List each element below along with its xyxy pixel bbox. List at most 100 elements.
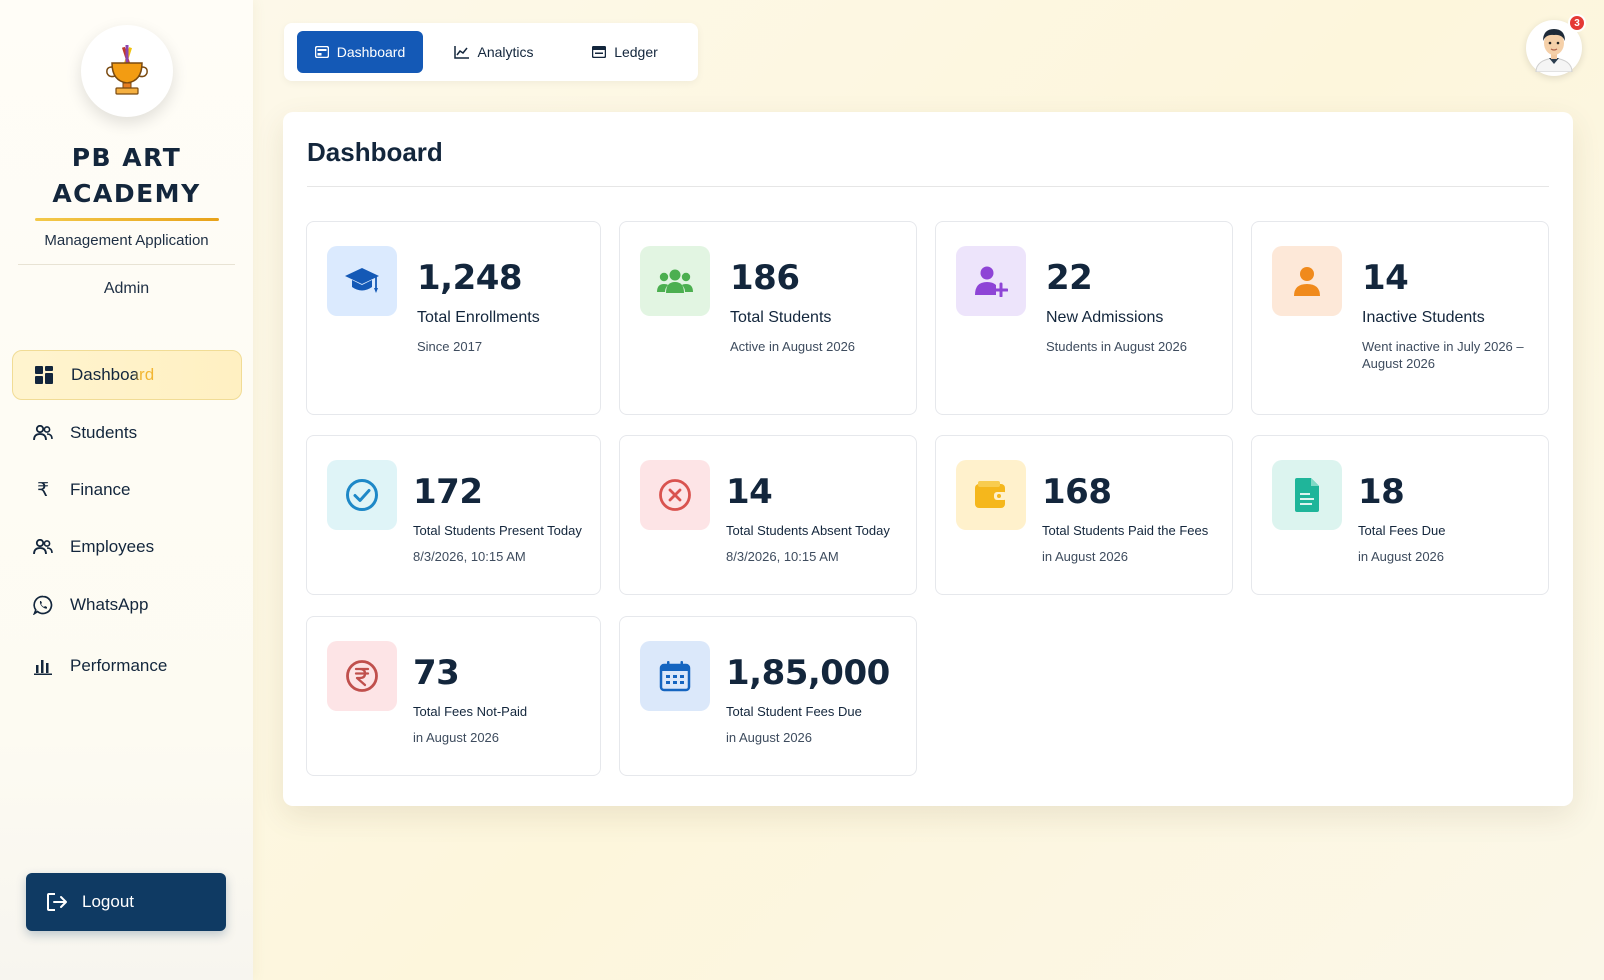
stat-subtext: 8/3/2026, 10:15 AM	[413, 549, 526, 564]
stat-subtext: Active in August 2026	[730, 339, 856, 354]
stat-label: Inactive Students	[1362, 309, 1485, 326]
brand-name: PB ART ACADEMY	[0, 140, 253, 212]
stat-subtext: in August 2026	[726, 730, 813, 745]
icon-box	[327, 246, 397, 316]
stat-card-new-admissions[interactable]: 22 New Admissions Students in August 202…	[935, 221, 1233, 415]
icon-box	[956, 460, 1026, 530]
stat-value: 168	[1042, 472, 1112, 512]
sidebar-item-label: Performance	[70, 656, 168, 675]
stat-card-fees-due[interactable]: 18 Total Fees Due in August 2026	[1251, 435, 1549, 595]
stat-subtext: Went inactive in July 2026 – August 2026	[1362, 339, 1524, 371]
stat-value: 1,85,000	[726, 653, 890, 693]
group-icon	[657, 269, 693, 293]
top-tab-bar: Dashboard Analytics Ledger	[284, 23, 698, 81]
document-icon	[1295, 478, 1319, 512]
stat-label: New Admissions	[1046, 309, 1164, 326]
sidebar-item-performance[interactable]: Performance	[12, 641, 242, 691]
sidebar-item-students[interactable]: Students	[12, 408, 242, 458]
stat-card-total-students[interactable]: 186 Total Students Active in August 2026	[619, 221, 917, 415]
tab-ledger[interactable]: Ledger	[580, 31, 670, 73]
whatsapp-icon	[32, 594, 54, 616]
sidebar-item-label: Finance	[70, 480, 131, 499]
stat-value: 14	[726, 472, 773, 512]
stat-label: Total Student Fees Due	[726, 704, 862, 719]
stat-card-total-enrollments[interactable]: 1,248 Total Enrollments Since 2017	[306, 221, 601, 415]
stat-card-absent-today[interactable]: 14 Total Students Absent Today 8/3/2026,…	[619, 435, 917, 595]
wallet-icon	[975, 481, 1007, 508]
bar-chart-icon	[32, 655, 54, 677]
tab-dashboard[interactable]: Dashboard	[297, 31, 423, 73]
icon-box	[327, 460, 397, 530]
user-avatar[interactable]	[1526, 20, 1582, 76]
sidebar-item-dashboard[interactable]: Dashboard	[12, 350, 242, 400]
rupee-circle-icon	[346, 660, 378, 692]
brand-line-2: ACADEMY	[52, 179, 201, 208]
stat-value: 14	[1362, 258, 1409, 298]
sidebar-item-employees[interactable]: Employees	[12, 522, 242, 572]
stat-value: 1,248	[417, 258, 523, 298]
stat-value: 22	[1046, 258, 1093, 298]
user-avatar-icon	[1535, 29, 1573, 72]
stat-card-student-fees-due[interactable]: 1,85,000 Total Student Fees Due in Augus…	[619, 616, 917, 776]
stat-label: Total Enrollments	[417, 309, 540, 326]
stat-value: 186	[730, 258, 800, 298]
stat-value: 73	[413, 653, 460, 693]
stat-label: Total Fees Due	[1358, 523, 1446, 538]
stat-subtext: in August 2026	[1358, 549, 1445, 564]
stat-value: 18	[1358, 472, 1405, 512]
add-user-icon	[975, 266, 1008, 297]
stat-subtext: in August 2026	[1042, 549, 1129, 564]
logout-icon	[46, 892, 68, 912]
icon-box	[956, 246, 1026, 316]
check-circle-icon	[346, 479, 378, 511]
app-subtitle: Management Application	[44, 232, 209, 249]
sidebar-item-label: Dashboard	[71, 365, 155, 384]
brand-line-1: PB ART	[71, 143, 182, 172]
calendar-icon	[659, 661, 691, 692]
title-divider	[307, 186, 1549, 187]
academy-logo	[81, 25, 173, 117]
icon-box	[1272, 246, 1342, 316]
stat-card-present-today[interactable]: 172 Total Students Present Today 8/3/202…	[306, 435, 601, 595]
graduation-cap-icon	[345, 268, 379, 293]
sidebar-item-whatsapp[interactable]: WhatsApp	[12, 580, 242, 630]
paintbrush-trophy-icon	[106, 45, 148, 95]
sidebar: PB ART ACADEMY Management Application Ad…	[0, 0, 253, 980]
tab-label: Ledger	[614, 44, 658, 60]
stat-value: 172	[413, 472, 483, 512]
stat-subtext: Since 2017	[417, 339, 483, 354]
sidebar-item-label: WhatsApp	[70, 595, 149, 614]
stat-card-fees-not-paid[interactable]: 73 Total Fees Not-Paid in August 2026	[306, 616, 601, 776]
rupee-icon: ₹	[36, 479, 50, 501]
stat-label: Total Students Present Today	[413, 523, 582, 538]
stat-label: Total Students	[730, 309, 832, 326]
stat-label: Total Fees Not-Paid	[413, 704, 528, 719]
brand-underline	[35, 218, 219, 221]
line-chart-icon	[454, 45, 470, 59]
dashboard-grid-icon	[33, 364, 55, 386]
tab-label: Analytics	[477, 44, 534, 60]
stat-subtext: 8/3/2026, 10:15 AM	[726, 549, 839, 564]
user-role: Admin	[103, 280, 150, 297]
users-icon	[32, 536, 54, 558]
sidebar-item-label: Students	[70, 423, 138, 442]
sidebar-item-label: Employees	[70, 537, 155, 556]
logout-button[interactable]: Logout	[26, 873, 226, 931]
person-icon	[1294, 267, 1320, 296]
sidebar-item-finance[interactable]: ₹ Finance	[12, 465, 242, 515]
stat-label: Total Students Absent Today	[726, 523, 890, 538]
ledger-icon	[592, 46, 607, 58]
stat-subtext: Students in August 2026	[1046, 339, 1187, 354]
dashboard-icon	[314, 46, 329, 58]
logout-label: Logout	[82, 892, 134, 911]
tab-label: Dashboard	[336, 44, 406, 60]
icon-box	[640, 460, 710, 530]
x-circle-icon	[659, 479, 691, 511]
icon-box	[1272, 460, 1342, 530]
stat-card-inactive-students[interactable]: 14 Inactive Students Went inactive in Ju…	[1251, 221, 1549, 415]
tab-analytics[interactable]: Analytics	[444, 31, 544, 73]
page-title: Dashboard	[307, 137, 443, 167]
stat-card-paid-fees[interactable]: 168 Total Students Paid the Fees in Augu…	[935, 435, 1233, 595]
sidebar-divider	[18, 264, 235, 265]
stat-subtext: in August 2026	[413, 730, 500, 745]
